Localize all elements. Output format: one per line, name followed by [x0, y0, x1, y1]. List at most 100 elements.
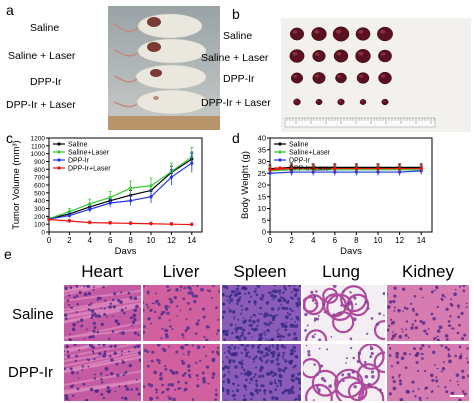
- data-point: [108, 195, 112, 200]
- data-point: [129, 221, 133, 225]
- column-title-heart: Heart: [81, 262, 123, 281]
- tumor-specimen: [359, 99, 367, 105]
- he-image-kidney-saline: [387, 285, 469, 341]
- scale-bar: [450, 395, 464, 397]
- y-tick-label: 700: [34, 175, 45, 182]
- y-tick-label: 1200: [31, 136, 46, 143]
- panel-letter-d: d: [232, 130, 240, 146]
- y-tick-label: 25: [258, 169, 266, 178]
- data-point: [169, 222, 173, 226]
- tumor-highlight: [358, 51, 364, 56]
- legend-marker: [57, 142, 61, 146]
- tumors-photo: [281, 18, 471, 132]
- x-tick-label: 2: [67, 236, 72, 245]
- legend-label: DPP-Ir: [289, 158, 311, 165]
- legend-label: DPP-Ir+Laser: [68, 166, 111, 173]
- series-line: [269, 169, 422, 172]
- x-axis-label: Days: [115, 246, 137, 254]
- data-point: [333, 170, 337, 174]
- legend-marker: [57, 166, 61, 170]
- tumor-specimen: [333, 49, 349, 63]
- tumor-specimen: [312, 50, 326, 62]
- column-title-spleen: Spleen: [233, 262, 287, 281]
- panel-letter-a: a: [6, 2, 14, 18]
- legend-label: Saline+Laser: [289, 150, 331, 157]
- data-point: [108, 221, 112, 225]
- tumor-highlight: [336, 52, 342, 56]
- data-point: [398, 170, 402, 174]
- y-tick-label: 0: [262, 228, 266, 237]
- tumor-highlight: [316, 100, 320, 102]
- x-tick-label: 6: [108, 236, 113, 245]
- tumor-specimen: [315, 98, 323, 106]
- y-tick-label: 900: [34, 159, 45, 166]
- y-tick-label: 0: [41, 230, 45, 237]
- data-point: [354, 166, 358, 171]
- y-tick-label: 600: [34, 183, 45, 190]
- he-image-spleen-dpp-ir: [222, 344, 301, 401]
- data-point: [169, 175, 173, 179]
- legend-label: DPP-Ir: [68, 158, 90, 165]
- panel-letter-e: e: [4, 246, 12, 262]
- x-tick-label: 0: [47, 236, 52, 245]
- x-tick-label: 12: [167, 236, 176, 245]
- panel-a-label-3: DPP-Ir: [30, 76, 62, 88]
- tumor-specimen: [355, 49, 371, 63]
- series-line: [48, 218, 192, 226]
- x-tick-label: 4: [311, 236, 316, 245]
- he-image-kidney-dpp-ir: [387, 344, 469, 401]
- tumor-highlight: [359, 74, 364, 78]
- y-axis-label: Tumor Volume (mm³): [12, 140, 22, 229]
- tumor-specimen: [378, 71, 392, 85]
- data-point: [88, 202, 92, 206]
- tumor-volume-chart: 0 2 4 6 8 10 12 1401002003004005006007008009001…: [12, 136, 203, 254]
- tumor-specimen: [289, 27, 305, 41]
- x-tick-label: 2: [289, 236, 294, 245]
- y-tick-label: 5: [262, 216, 266, 225]
- data-point: [290, 170, 294, 174]
- tumor-highlight: [337, 74, 342, 78]
- data-point: [67, 210, 71, 214]
- tumor-specimen: [311, 27, 327, 41]
- panel-b-label-2: Saline + Laser: [201, 52, 269, 64]
- y-tick-label: 15: [258, 192, 266, 201]
- data-point: [149, 195, 153, 199]
- tumor-highlight: [358, 30, 364, 34]
- data-point: [376, 170, 380, 174]
- data-point: [149, 222, 153, 226]
- data-point: [47, 217, 51, 222]
- tumor-specimen: [378, 49, 392, 63]
- data-point: [67, 213, 71, 218]
- legend-marker: [278, 166, 282, 170]
- column-title-lung: Lung: [322, 262, 360, 281]
- row-label-dpp-ir: DPP-Ir: [8, 364, 53, 381]
- tumor-highlight: [379, 29, 386, 34]
- x-tick-label: 10: [147, 236, 156, 245]
- y-tick-label: 800: [34, 167, 45, 174]
- panel-letter-b: b: [232, 6, 240, 22]
- data-point: [129, 199, 133, 203]
- data-point: [311, 166, 315, 171]
- data-point: [129, 186, 133, 190]
- panel-b-label-3: DPP-Ir: [223, 73, 255, 85]
- data-point: [108, 201, 112, 205]
- data-point: [268, 168, 272, 172]
- y-tick-label: 300: [34, 206, 45, 213]
- x-tick-label: 14: [187, 236, 196, 245]
- series-line: [48, 158, 193, 220]
- tumor-specimen: [355, 27, 371, 41]
- tumor-specimen: [335, 72, 347, 84]
- x-tick-label: 10: [374, 236, 383, 245]
- x-tick-label: 8: [128, 236, 133, 245]
- data-point: [190, 222, 194, 227]
- panel-a-label-4: DPP-Ir + Laser: [6, 99, 76, 111]
- y-tick-label: 20: [258, 181, 266, 190]
- tumor-specimen: [289, 49, 305, 63]
- legend-label: Saline+Laser: [68, 150, 110, 157]
- y-tick-label: 500: [34, 190, 45, 197]
- he-image-liver-saline: [143, 285, 220, 341]
- y-axis-label: Body Weight (g): [240, 151, 251, 219]
- legend-label: DPP-Ir+Laser: [289, 166, 332, 173]
- he-image-lung-saline: [303, 285, 385, 341]
- data-point: [67, 219, 71, 223]
